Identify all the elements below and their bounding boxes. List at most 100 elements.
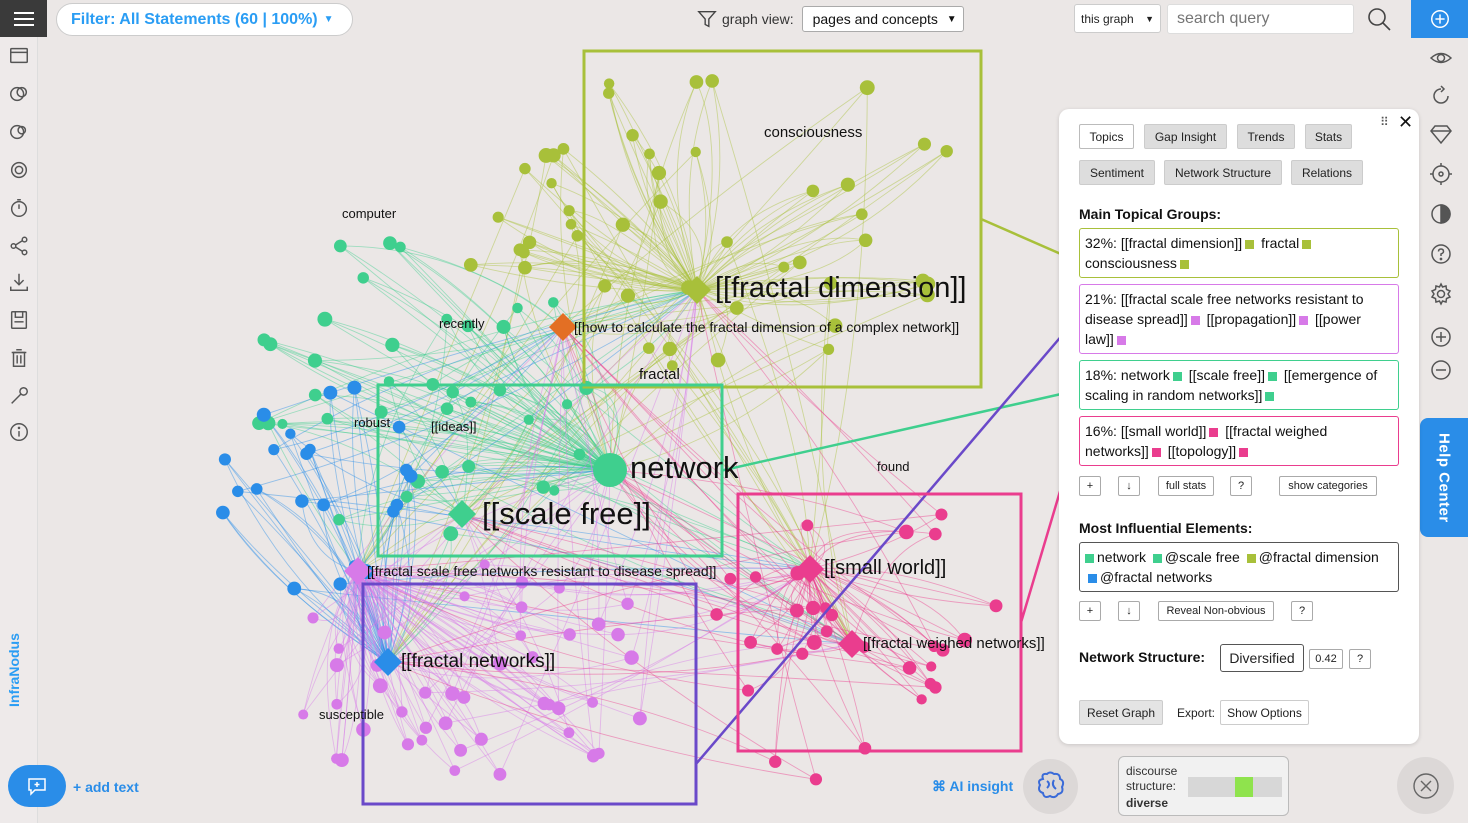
refresh-icon[interactable] — [1429, 84, 1453, 108]
graph-edge — [357, 570, 632, 659]
eye-icon[interactable] — [1429, 46, 1453, 70]
topic-group-1[interactable]: 32%: [[fractal dimension]] fractal consc… — [1079, 228, 1399, 278]
graph-edge — [357, 570, 501, 775]
funnel-icon[interactable] — [696, 8, 718, 30]
info-icon[interactable] — [7, 420, 31, 444]
tab-sentiment[interactable]: Sentiment — [1079, 160, 1155, 185]
graph-node — [557, 142, 570, 155]
download-icon[interactable] — [7, 270, 31, 294]
tab-topics[interactable]: Topics — [1079, 124, 1134, 149]
close-panel-button[interactable] — [1397, 757, 1454, 814]
influential-help-button[interactable]: ? — [1291, 601, 1313, 621]
graph-edge — [461, 252, 525, 515]
reset-graph-button[interactable]: Reset Graph — [1079, 700, 1163, 725]
add-text-link[interactable]: + add text — [73, 779, 139, 795]
drag-handle-icon[interactable]: ⠿ — [1380, 115, 1389, 129]
graph-edge — [562, 326, 932, 667]
graph-mode-3-icon[interactable] — [7, 158, 31, 182]
expand-groups-button[interactable]: + — [1079, 476, 1101, 496]
graph-edge — [470, 264, 698, 291]
influential-item[interactable]: network — [1097, 549, 1147, 565]
tab-relations[interactable]: Relations — [1291, 160, 1363, 185]
graph-view-select[interactable]: pages and concepts ▼ — [801, 6, 964, 32]
save-icon[interactable] — [7, 308, 31, 332]
search-icon[interactable] — [1366, 6, 1392, 32]
graph-node — [603, 87, 615, 99]
help-center-button[interactable]: Help Center — [1420, 418, 1468, 537]
zoom-out-icon[interactable] — [1429, 358, 1453, 382]
group-pct: 16%: — [1085, 423, 1117, 439]
graph-node — [419, 721, 433, 734]
ai-insight-link[interactable]: ⌘ AI insight — [932, 778, 1014, 794]
influential-item[interactable]: @fractal dimension — [1258, 549, 1379, 565]
graph-edge — [294, 588, 389, 663]
graph-node — [690, 146, 701, 158]
chat-button[interactable] — [8, 765, 66, 807]
download-influential-button[interactable]: ↓ — [1118, 601, 1140, 621]
graph-edge — [314, 360, 611, 471]
show-options-button[interactable]: Show Options — [1220, 700, 1309, 725]
graph-node — [479, 559, 490, 570]
graph-node — [771, 643, 783, 655]
structure-help-button[interactable]: ? — [1349, 649, 1371, 669]
graph-edge — [464, 567, 811, 597]
graph-node — [216, 505, 230, 520]
graph-edge — [237, 289, 698, 492]
group-pct: 21%: — [1085, 291, 1117, 307]
graph-edge — [639, 289, 698, 719]
brand-logo[interactable]: InfraNodus — [6, 633, 22, 707]
topic-group-4[interactable]: 16%: [[small world]] [[fractal weighed n… — [1079, 416, 1399, 466]
search-input[interactable] — [1167, 4, 1354, 34]
graph-edge — [562, 282, 831, 328]
graph-edge — [688, 80, 713, 291]
tab-gap-insight[interactable]: Gap Insight — [1144, 124, 1227, 149]
contrast-icon[interactable] — [1429, 202, 1453, 226]
show-categories-button[interactable]: show categories — [1279, 476, 1377, 496]
trash-icon[interactable] — [7, 346, 31, 370]
graph-edge — [387, 661, 409, 745]
wrench-icon[interactable] — [7, 384, 31, 408]
tab-stats[interactable]: Stats — [1305, 124, 1352, 149]
graph-node — [855, 208, 868, 221]
menu-button[interactable] — [0, 0, 47, 37]
target-icon[interactable] — [1429, 162, 1453, 186]
ai-brain-button[interactable] — [1023, 759, 1078, 814]
graph-edge — [263, 339, 611, 471]
share-icon[interactable] — [7, 234, 31, 258]
diamond-icon[interactable] — [1429, 122, 1453, 146]
graph-edge — [529, 241, 698, 292]
influential-item[interactable]: @fractal networks — [1100, 569, 1213, 585]
reveal-non-obvious-button[interactable]: Reveal Non-obvious — [1158, 601, 1274, 621]
close-icon[interactable]: ✕ — [1398, 112, 1414, 132]
graph-edge — [696, 289, 942, 515]
topic-group-3[interactable]: 18%: network [[scale free]] [[emergence … — [1079, 360, 1399, 410]
add-statement-button[interactable] — [1411, 0, 1468, 38]
graph-node — [598, 279, 612, 293]
graph-edge — [357, 570, 910, 669]
graph-edge — [267, 422, 359, 572]
graph-mode-1-icon[interactable] — [7, 82, 31, 106]
graph-mode-2-icon[interactable] — [7, 120, 31, 144]
graph-node — [515, 630, 527, 641]
download-groups-button[interactable]: ↓ — [1118, 476, 1140, 496]
help-icon[interactable] — [1429, 242, 1453, 266]
graph-node — [493, 767, 507, 781]
groups-help-button[interactable]: ? — [1230, 476, 1252, 496]
full-stats-button[interactable]: full stats — [1158, 476, 1214, 496]
tab-trends[interactable]: Trends — [1237, 124, 1295, 149]
graph-edge — [649, 153, 698, 291]
filter-dropdown[interactable]: Filter: All Statements (60 | 100%) ▼ — [56, 3, 353, 36]
graph-edge — [357, 570, 456, 771]
graph-node — [401, 738, 415, 751]
tab-network-structure[interactable]: Network Structure — [1164, 160, 1282, 185]
editor-view-icon[interactable] — [7, 44, 31, 68]
discourse-structure-indicator[interactable]: discourse structure: diverse — [1118, 756, 1289, 816]
gear-icon[interactable] — [1429, 282, 1453, 306]
timer-icon[interactable] — [7, 196, 31, 220]
topic-group-2[interactable]: 21%: [[fractal scale free networks resis… — [1079, 284, 1399, 354]
search-scope-select[interactable]: this graph ▼ — [1074, 4, 1161, 33]
influential-item[interactable]: @scale free — [1164, 549, 1240, 565]
zoom-in-icon[interactable] — [1429, 325, 1453, 349]
expand-influential-button[interactable]: + — [1079, 601, 1101, 621]
